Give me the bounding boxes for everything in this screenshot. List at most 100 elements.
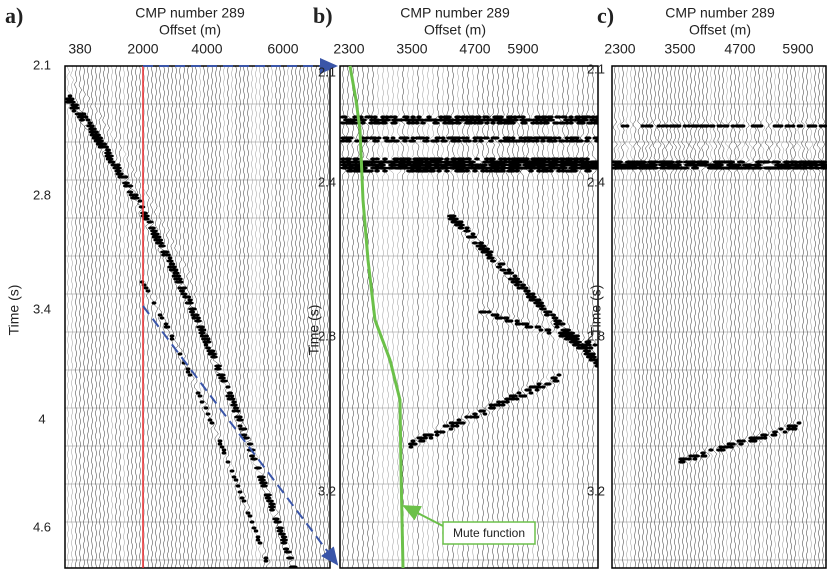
event-lobe — [87, 121, 93, 125]
seismic-trace — [84, 66, 91, 568]
event-lobe — [528, 325, 534, 329]
event-lobe — [236, 418, 244, 422]
event-lobe — [464, 115, 470, 119]
event-lobe — [214, 367, 222, 371]
seismic-trace — [77, 66, 85, 568]
seismic-trace — [65, 66, 71, 568]
seismic-trace — [345, 66, 353, 568]
y-tick-label: 2.8 — [318, 328, 336, 343]
event-lobe — [588, 346, 594, 350]
event-lobe — [404, 136, 410, 140]
seismic-trace — [354, 66, 363, 568]
event-lobe — [241, 499, 247, 503]
event-lobe — [730, 124, 736, 128]
event-lobe — [255, 535, 261, 539]
event-lobe — [444, 169, 450, 173]
seismic-trace — [572, 66, 585, 568]
seismic-trace — [631, 66, 639, 568]
event-lobe — [514, 169, 520, 173]
event-lobe — [726, 160, 736, 164]
event-lobe — [499, 268, 507, 272]
event-lobe — [412, 442, 418, 446]
seismic-trace — [768, 66, 776, 568]
event-lobe — [376, 163, 386, 167]
seismic-trace — [588, 66, 597, 568]
seismic-trace — [679, 66, 686, 568]
event-lobe — [512, 115, 518, 119]
event-lobe — [534, 121, 540, 125]
event-lobe — [410, 115, 416, 119]
seismic-trace — [615, 66, 624, 568]
event-lobe — [133, 193, 139, 197]
event-lobe — [589, 355, 597, 359]
event-lobe — [463, 229, 471, 233]
event-lobe — [468, 121, 474, 125]
event-lobe — [718, 445, 724, 449]
event-lobe — [562, 115, 568, 119]
event-lobe — [449, 214, 457, 218]
event-lobe — [544, 121, 550, 125]
seismic-trace — [284, 66, 291, 568]
event-lobe — [554, 121, 560, 125]
seismic-trace — [644, 66, 653, 568]
event-lobe — [257, 541, 263, 545]
event-lobe — [85, 118, 91, 122]
event-lobe — [169, 337, 175, 341]
event-lobe — [578, 139, 584, 143]
event-lobe — [145, 289, 151, 293]
event-lobe — [192, 313, 200, 317]
event-lobe — [594, 115, 598, 119]
event-lobe — [513, 277, 521, 281]
event-lobe — [108, 160, 116, 164]
seismic-trace — [682, 66, 691, 568]
event-lobe — [546, 328, 552, 332]
event-lobe — [490, 157, 496, 161]
event-lobe — [650, 166, 660, 170]
event-lobe — [218, 373, 226, 377]
event-lobe — [490, 406, 496, 410]
event-lobe — [648, 163, 658, 167]
event-lobe — [217, 442, 223, 446]
event-lobe — [728, 445, 734, 449]
event-lobe — [694, 454, 700, 458]
annotation-box — [442, 521, 536, 545]
event-lobe — [593, 118, 598, 122]
event-lobe — [478, 139, 484, 143]
seismic-trace — [289, 66, 295, 568]
event-lobe — [454, 421, 460, 425]
event-lobe — [529, 295, 537, 299]
event-lobe — [522, 121, 528, 125]
seismic-trace — [256, 66, 264, 568]
seismic-trace — [417, 66, 428, 568]
event-lobe — [512, 394, 518, 398]
event-lobe — [148, 226, 156, 230]
event-lobe — [536, 385, 542, 389]
event-lobe — [410, 136, 416, 140]
event-lobe — [796, 421, 802, 425]
event-lobe — [237, 490, 243, 494]
event-lobe — [340, 157, 346, 161]
event-lobe — [551, 316, 559, 320]
event-lobe — [235, 409, 241, 413]
event-lobe — [456, 115, 462, 119]
event-lobe — [556, 136, 562, 140]
event-lobe — [521, 286, 529, 290]
seismic-trace — [247, 66, 256, 568]
event-lobe — [404, 115, 410, 119]
event-lobe — [460, 115, 466, 119]
event-lobe — [594, 121, 598, 125]
event-lobe — [163, 322, 169, 326]
seismic-trace — [584, 66, 595, 568]
seismic-trace — [753, 66, 761, 568]
event-lobe — [740, 439, 746, 443]
seismic-trace — [184, 66, 191, 568]
event-lobe — [488, 169, 494, 173]
event-lobe — [790, 160, 800, 164]
event-lobe — [483, 247, 491, 251]
seismic-trace — [700, 66, 710, 568]
event-lobe — [376, 121, 382, 125]
event-lobe — [518, 136, 524, 140]
seismic-trace — [152, 66, 160, 568]
panel-title: CMP number 289 — [135, 5, 245, 21]
y-tick-label: 3.2 — [318, 483, 336, 498]
